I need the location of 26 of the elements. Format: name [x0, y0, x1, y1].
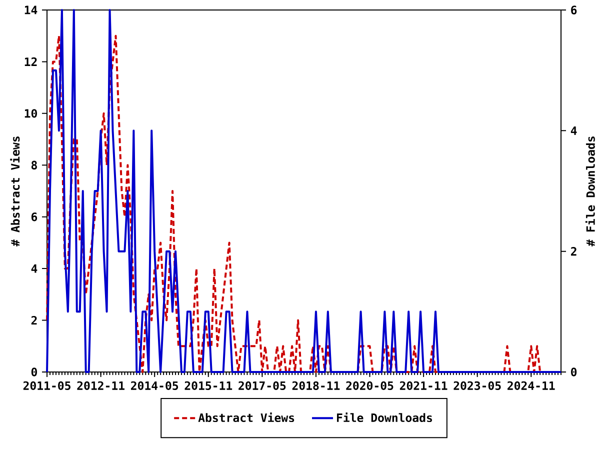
legend-label: Abstract Views	[198, 412, 294, 422]
y-tick-label: 4	[31, 264, 38, 273]
y2-tick-label: 0	[571, 368, 577, 376]
y-tick-label: 0	[31, 368, 37, 376]
y-tick-label: 8	[31, 160, 37, 170]
y-tick-label: 12	[24, 57, 37, 66]
x-tick-label: 2018-11	[292, 381, 340, 390]
y-tick-label: 10	[24, 109, 37, 118]
x-tick-label: 2011-05	[23, 381, 70, 390]
y-tick-label: 6	[31, 212, 38, 222]
x-tick-label: 2023-05	[454, 381, 501, 390]
y2-tick-label: 2	[570, 247, 576, 256]
legend-label: File Downloads	[337, 412, 432, 422]
y2-tick-label: 4	[570, 126, 577, 135]
x-tick-label: 2021-11	[400, 381, 448, 390]
y-axis-title: # Abstract Views	[10, 136, 20, 246]
x-tick-label: 2017-05	[238, 381, 286, 390]
x-tick-label: 2014-05	[131, 381, 178, 390]
x-tick-label: 2024-11	[508, 381, 555, 390]
y2-axis-title: # File Downloads	[585, 136, 595, 246]
y2-tick-label: 6	[571, 6, 577, 14]
y-tick-label: 2	[31, 316, 37, 325]
y-tick-label: 14	[24, 6, 38, 14]
x-tick-label: 2012-11	[77, 381, 124, 390]
x-tick-label: 2020-05	[346, 381, 394, 390]
x-tick-label: 2015-11	[184, 381, 232, 390]
